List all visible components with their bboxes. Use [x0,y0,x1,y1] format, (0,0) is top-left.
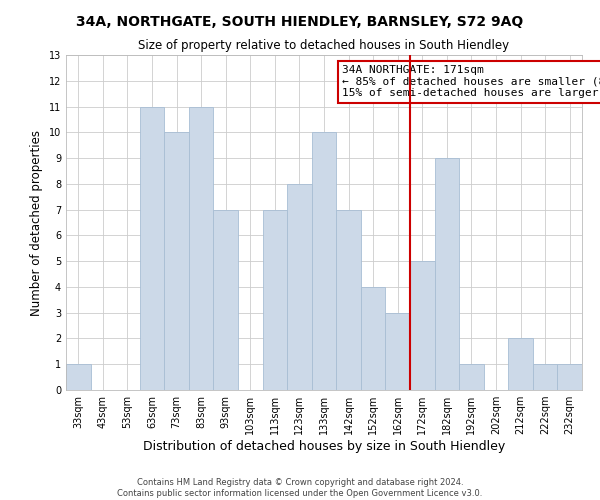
Bar [189,106,214,390]
Bar [164,132,189,390]
Bar [557,364,582,390]
Bar [508,338,533,390]
Bar [410,261,434,390]
Bar [214,210,238,390]
Y-axis label: Number of detached properties: Number of detached properties [30,130,43,316]
Bar [66,364,91,390]
Bar [361,287,385,390]
Bar [533,364,557,390]
Bar [263,210,287,390]
Text: 34A, NORTHGATE, SOUTH HIENDLEY, BARNSLEY, S72 9AQ: 34A, NORTHGATE, SOUTH HIENDLEY, BARNSLEY… [76,15,524,29]
Text: Contains HM Land Registry data © Crown copyright and database right 2024.
Contai: Contains HM Land Registry data © Crown c… [118,478,482,498]
Bar [287,184,312,390]
Title: Size of property relative to detached houses in South Hiendley: Size of property relative to detached ho… [139,40,509,52]
Bar [434,158,459,390]
Bar [459,364,484,390]
Bar [312,132,336,390]
X-axis label: Distribution of detached houses by size in South Hiendley: Distribution of detached houses by size … [143,440,505,453]
Bar [385,312,410,390]
Text: 34A NORTHGATE: 171sqm
← 85% of detached houses are smaller (83)
15% of semi-deta: 34A NORTHGATE: 171sqm ← 85% of detached … [342,65,600,98]
Bar [336,210,361,390]
Bar [140,106,164,390]
